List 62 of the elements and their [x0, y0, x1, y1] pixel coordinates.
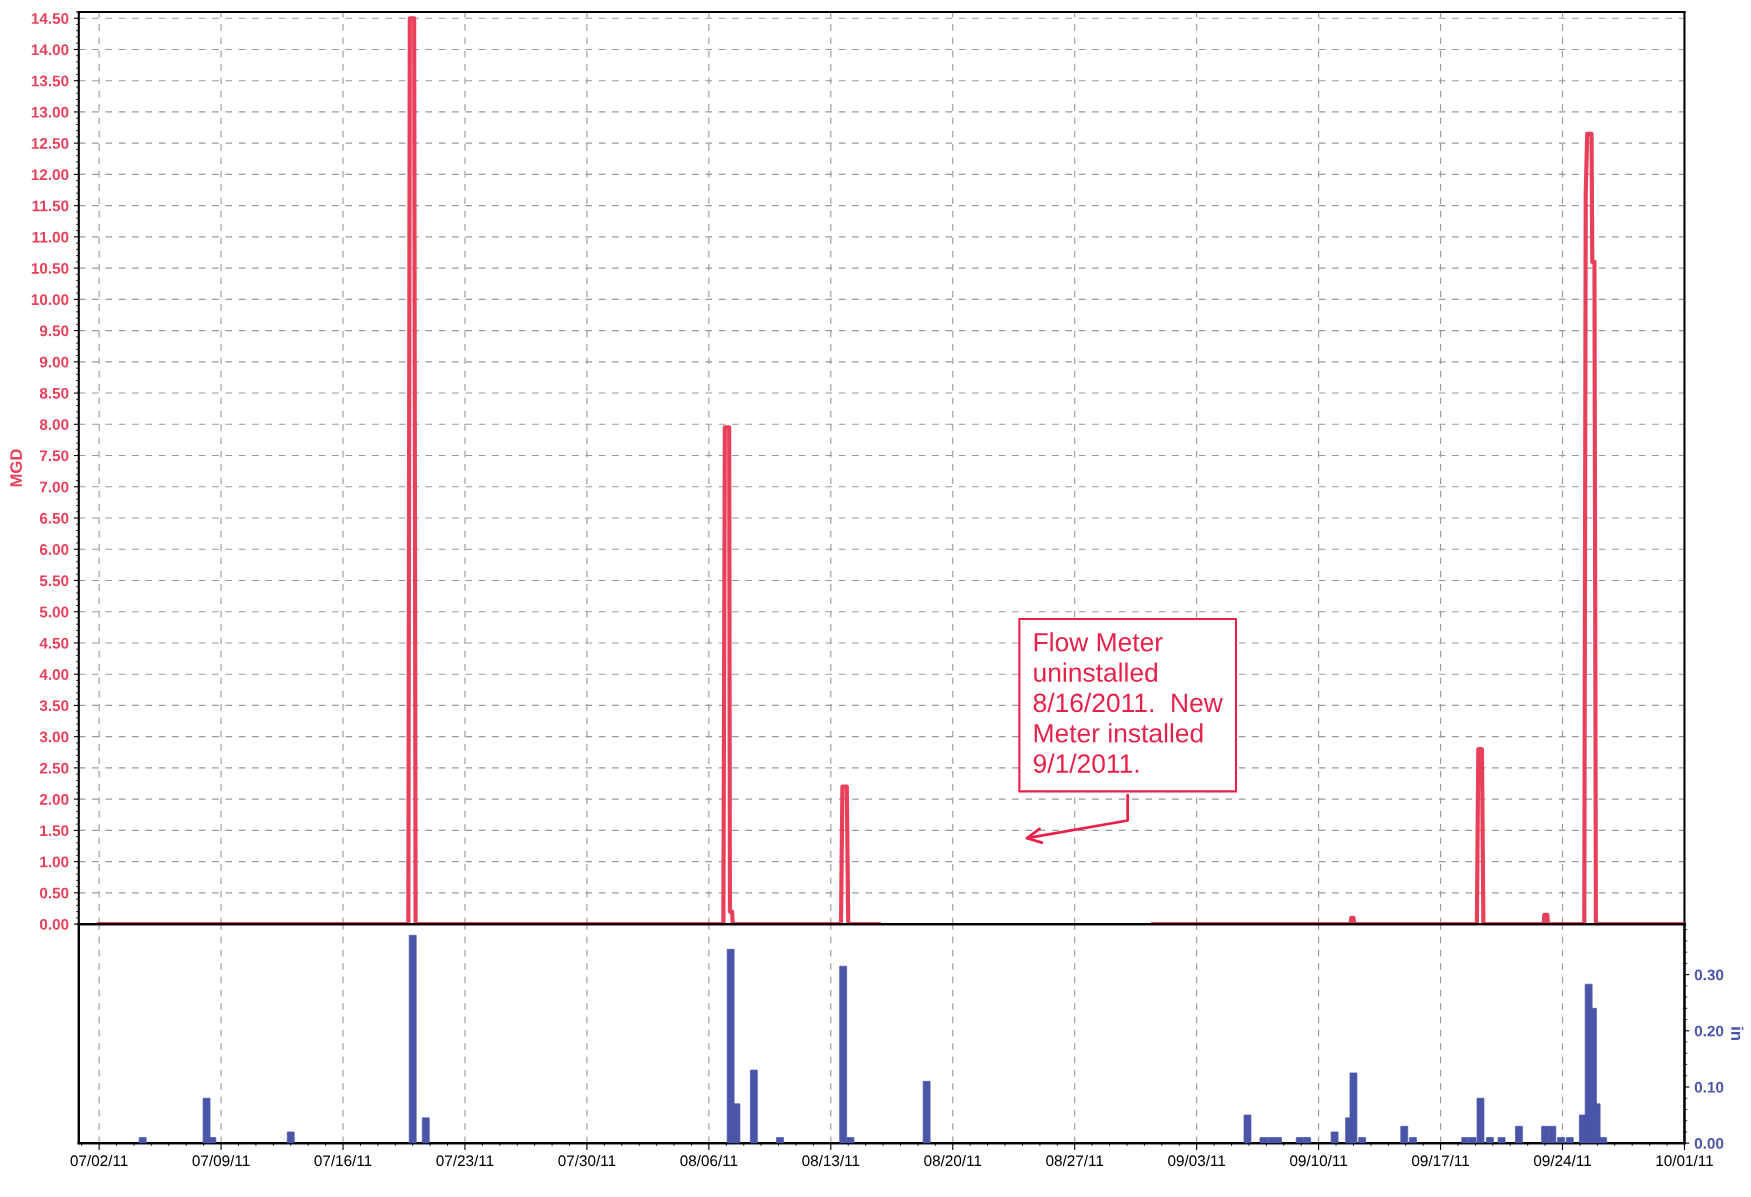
- bar: [1330, 1131, 1339, 1144]
- y-tick-label: 1.50: [40, 825, 69, 837]
- bar: [1243, 1114, 1252, 1144]
- bar: [1515, 1125, 1523, 1144]
- y-tick-label: 6.50: [39, 512, 69, 524]
- x-tick-label: 07/02/11: [70, 1154, 128, 1167]
- y-tick-label: 0.00: [39, 918, 69, 930]
- x-tick-label: 08/06/11: [680, 1154, 738, 1167]
- y-tick-label: 5.00: [39, 606, 69, 618]
- y-tick-label: 8.00: [39, 419, 69, 430]
- x-tick-label: 08/20/11: [924, 1154, 982, 1167]
- y-tick-label: 2.50: [39, 762, 69, 774]
- bar: [1497, 1137, 1506, 1144]
- x-tick-label: 10/01/11: [1656, 1154, 1713, 1167]
- bar: [750, 1069, 758, 1144]
- y-tick-label: 1.00: [40, 856, 69, 868]
- x-tick-label: 09/17/11: [1411, 1154, 1469, 1167]
- bar: [138, 1137, 147, 1144]
- y-tick-label: 5.50: [39, 575, 69, 587]
- x-tick-label: 07/23/11: [436, 1154, 494, 1167]
- y-tick-label: 4.00: [39, 669, 69, 680]
- x-tick-label: 09/03/11: [1168, 1154, 1226, 1167]
- x-tick-label: 07/16/11: [314, 1154, 372, 1167]
- x-tick-label: 09/24/11: [1533, 1154, 1591, 1167]
- x-tick-label: 07/09/11: [192, 1154, 250, 1167]
- y-tick-label: 0.50: [39, 887, 69, 899]
- x-tick-label: 08/13/11: [802, 1154, 860, 1167]
- y-tick-label: 4.50: [39, 637, 69, 649]
- bar: [421, 1117, 430, 1144]
- y-tick-label: 14.50: [31, 13, 69, 24]
- y-tick-label: 12.00: [31, 169, 69, 181]
- bar: [408, 934, 417, 1144]
- y-tick-label: 13.00: [31, 106, 69, 118]
- y-tick-label: 12.50: [31, 138, 69, 149]
- bar: [922, 1081, 931, 1144]
- y-tick-label: 7.00: [40, 481, 69, 493]
- y-tick-label: 2.00: [39, 794, 69, 805]
- y-tick-label: 3.00: [39, 731, 69, 743]
- y-tick-label: 10.50: [31, 262, 69, 274]
- y-tick-label: 6.00: [39, 544, 69, 555]
- x-tick-label: 08/27/11: [1046, 1154, 1104, 1167]
- bar: [776, 1137, 784, 1144]
- y2-tick-label: 0.10: [1694, 1081, 1724, 1093]
- y-tick-label: 14.00: [31, 44, 69, 56]
- y2-axis-title: in: [1731, 1027, 1744, 1040]
- y-tick-label: 13.50: [31, 75, 69, 87]
- y2-tick-label: 0.30: [1694, 969, 1724, 981]
- y-axis-title: MGD: [10, 449, 22, 487]
- y-tick-label: 8.50: [39, 387, 69, 399]
- y-tick-label: 9.50: [39, 325, 69, 337]
- bar: [286, 1131, 295, 1144]
- y-tick-label: 10.00: [31, 294, 69, 306]
- y-tick-label: 11.00: [32, 231, 69, 243]
- y-tick-label: 9.00: [39, 356, 69, 368]
- annotation: Flow Meter uninstalled 8/16/2011. New Meter installed 9/1/2011.: [1033, 632, 1223, 773]
- x-tick-label: 07/30/11: [558, 1154, 616, 1167]
- y2-tick-label: 0.00: [1694, 1138, 1724, 1149]
- y2-tick-label: 0.20: [1694, 1025, 1724, 1037]
- y-tick-label: 11.50: [32, 200, 69, 212]
- y-tick-label: 7.50: [40, 450, 69, 462]
- x-tick-label: 09/10/11: [1290, 1154, 1348, 1167]
- y-tick-label: 3.50: [39, 700, 69, 712]
